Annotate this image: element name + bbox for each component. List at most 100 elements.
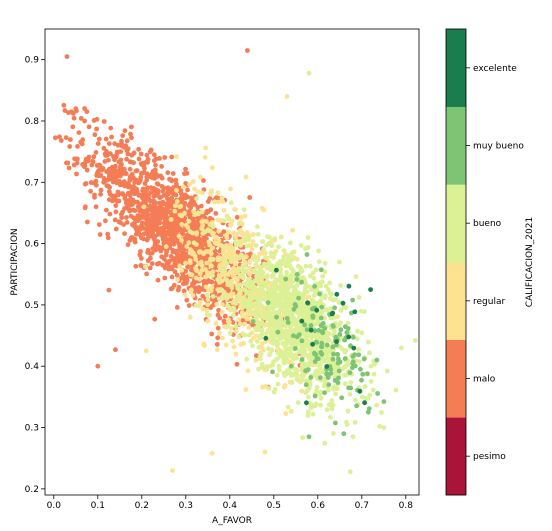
scatter-point	[303, 382, 309, 388]
scatter-point	[276, 244, 281, 250]
scatter-point	[122, 128, 128, 134]
scatter-point	[216, 238, 222, 244]
scatter-point	[125, 146, 131, 152]
scatter-point	[314, 335, 319, 341]
scatter-point	[345, 320, 351, 326]
scatter-point	[85, 219, 90, 225]
scatter-point	[358, 366, 363, 372]
scatter-point	[203, 145, 209, 151]
scatter-point	[186, 303, 192, 308]
scatter-point	[318, 267, 324, 273]
scatter-point	[303, 315, 309, 320]
scatter-point	[210, 273, 215, 278]
colorbar-tick-label: regular	[473, 297, 505, 307]
scatter-point	[318, 402, 323, 408]
scatter-point	[192, 186, 198, 192]
scatter-point	[121, 168, 127, 174]
scatter-point	[243, 287, 248, 293]
scatter-point	[285, 404, 291, 410]
scatter-point	[346, 283, 352, 289]
scatter-point	[172, 269, 178, 275]
scatter-point	[336, 375, 341, 381]
scatter-point	[324, 342, 330, 348]
scatter-point	[221, 257, 227, 263]
x-tick-label: 0.5	[267, 501, 281, 511]
scatter-point	[366, 406, 372, 411]
scatter-point	[399, 345, 404, 351]
scatter-point	[312, 403, 318, 409]
scatter-point	[320, 274, 325, 279]
scatter-point	[169, 264, 174, 270]
scatter-point	[159, 227, 165, 233]
scatter-point	[141, 204, 147, 210]
scatter-point	[239, 230, 245, 236]
scatter-point	[284, 316, 290, 321]
colorbar-segment	[446, 417, 466, 496]
scatter-point	[200, 306, 206, 312]
scatter-point	[354, 336, 360, 342]
scatter-point	[127, 166, 133, 172]
scatter-point	[179, 222, 185, 227]
scatter-point	[115, 169, 121, 174]
scatter-point	[166, 229, 171, 234]
scatter-point	[124, 220, 130, 225]
scatter-point	[263, 335, 269, 341]
scatter-point	[299, 388, 305, 394]
x-axis: 0.0 0.1 0.2 0.3 0.4 0.5 0.6 0.7 0.8	[47, 495, 413, 511]
scatter-point	[268, 267, 274, 273]
x-tick-label: 0.0	[47, 501, 62, 511]
scatter-point	[263, 255, 268, 261]
scatter-point	[209, 219, 215, 225]
scatter-point	[170, 171, 176, 176]
scatter-point	[169, 274, 175, 280]
scatter-point	[308, 327, 314, 333]
x-tick-label: 0.3	[179, 501, 193, 511]
scatter-point	[306, 294, 312, 300]
scatter-point	[140, 170, 146, 176]
scatter-point	[58, 138, 64, 143]
scatter-point	[203, 219, 209, 224]
scatter-point	[91, 118, 97, 123]
scatter-point	[350, 434, 356, 440]
scatter-point	[251, 267, 257, 273]
scatter-point	[329, 406, 335, 412]
scatter-point	[187, 229, 193, 235]
x-tick-label: 0.1	[91, 501, 105, 511]
scatter-point	[216, 296, 222, 302]
scatter-point	[246, 325, 252, 330]
scatter-point	[207, 196, 213, 201]
scatter-point	[257, 251, 263, 256]
scatter-point	[145, 250, 151, 255]
y-axis: 0.2 0.3 0.4 0.5 0.6 0.7 0.8 0.9	[25, 56, 45, 495]
scatter-point	[331, 328, 337, 334]
scatter-point	[174, 154, 179, 160]
scatter-point	[209, 263, 214, 269]
scatter-point	[313, 321, 319, 327]
scatter-point	[134, 228, 140, 234]
scatter-point	[170, 256, 176, 262]
scatter-point	[257, 354, 263, 360]
scatter-point	[112, 217, 118, 223]
scatter-point	[257, 300, 262, 306]
scatter-point	[295, 400, 301, 405]
scatter-point	[314, 368, 319, 374]
scatter-point	[333, 420, 338, 426]
scatter-point	[168, 209, 174, 215]
scatter-point	[306, 409, 311, 415]
scatter-point	[174, 199, 180, 204]
scatter-point	[234, 277, 240, 283]
scatter-point	[134, 186, 139, 192]
scatter-point	[182, 292, 188, 298]
scatter-point	[209, 284, 215, 290]
scatter-point	[173, 227, 178, 233]
scatter-point	[239, 214, 245, 220]
scatter-point	[310, 299, 316, 305]
scatter-point	[313, 267, 319, 273]
scatter-point	[333, 334, 339, 340]
scatter-point	[246, 307, 252, 312]
scatter-point	[250, 239, 256, 245]
scatter-point	[131, 160, 137, 166]
scatter-point	[368, 287, 373, 292]
scatter-point	[195, 210, 201, 216]
colorbar-tick-label: muy bueno	[473, 142, 524, 152]
